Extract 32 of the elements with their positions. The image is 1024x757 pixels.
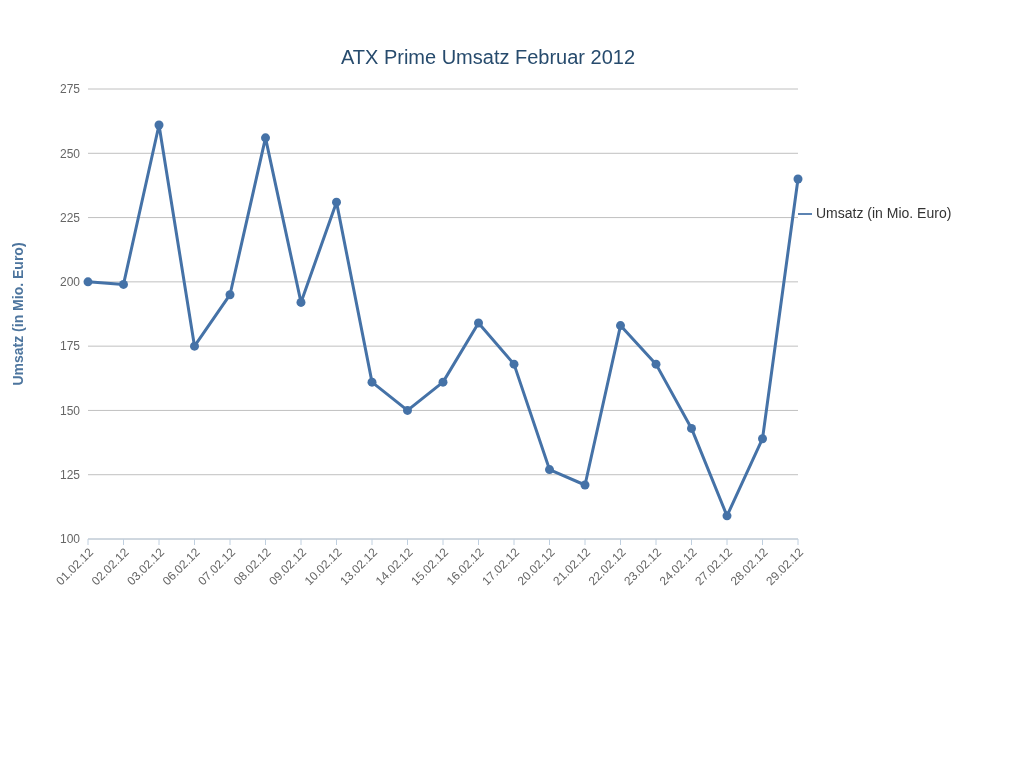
y-tick-label: 175 xyxy=(59,339,81,354)
point xyxy=(687,423,696,433)
point xyxy=(154,120,164,130)
y-tick-label: 225 xyxy=(59,210,81,225)
point xyxy=(367,377,377,387)
y-tick-label: 200 xyxy=(59,275,81,290)
legend-label: Umsatz (in Mio. Euro) xyxy=(816,205,952,221)
point xyxy=(438,377,448,387)
y-tick-label: 275 xyxy=(59,82,81,97)
point xyxy=(509,359,519,369)
point xyxy=(545,465,554,475)
y-tick-label: 150 xyxy=(59,403,81,418)
point xyxy=(793,174,803,184)
y-tick-label: 250 xyxy=(59,146,81,161)
point xyxy=(616,321,625,331)
point xyxy=(758,434,767,444)
point xyxy=(332,197,341,207)
y-tick-label: 125 xyxy=(59,467,81,482)
point xyxy=(119,279,128,289)
point xyxy=(190,341,199,351)
point xyxy=(225,290,235,300)
chart-title: ATX Prime Umsatz Februar 2012 xyxy=(339,45,637,69)
point xyxy=(580,480,590,490)
point xyxy=(261,133,270,143)
point xyxy=(651,359,661,369)
point xyxy=(403,405,412,415)
point xyxy=(296,297,306,307)
point xyxy=(474,318,483,328)
point xyxy=(722,511,732,521)
point xyxy=(83,277,93,287)
y-tick-label: 100 xyxy=(59,532,81,547)
y-axis-title: Umsatz (in Mio. Euro) xyxy=(9,242,26,386)
